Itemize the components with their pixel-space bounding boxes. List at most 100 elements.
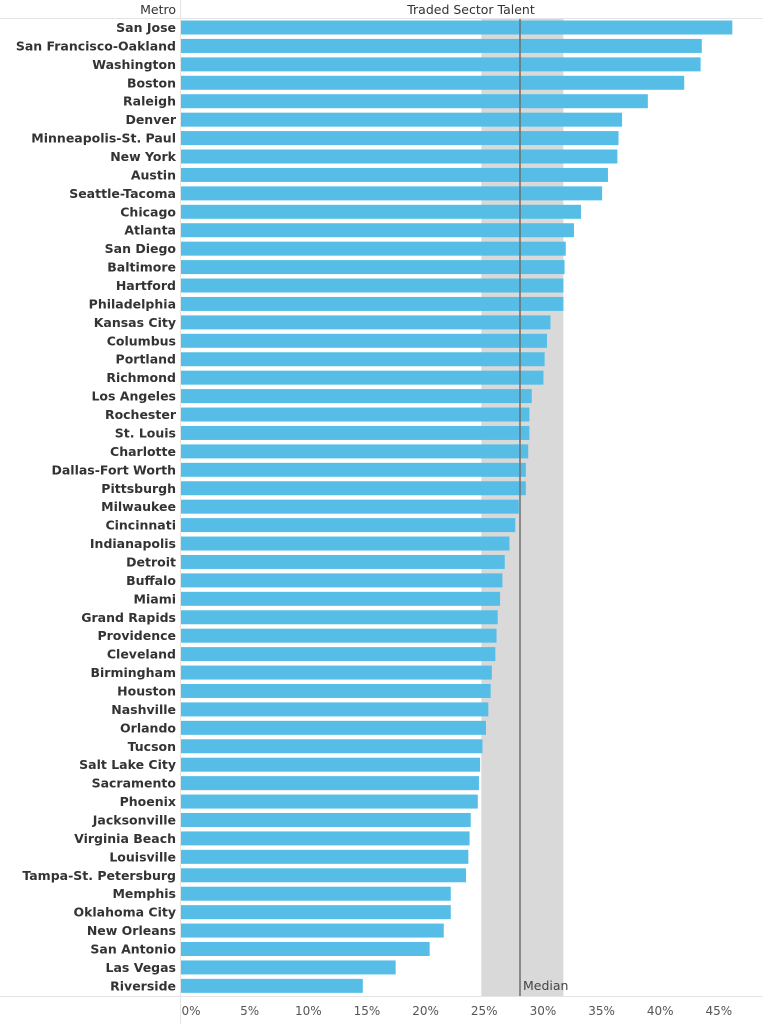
row-header-label: Metro <box>140 2 176 17</box>
x-tick-label: 0% <box>181 1004 200 1018</box>
category-label: Houston <box>117 683 176 698</box>
bar <box>181 647 496 662</box>
bar <box>181 812 471 827</box>
bar <box>181 462 526 477</box>
bar <box>181 131 619 146</box>
bar <box>181 665 492 680</box>
bar <box>181 333 547 348</box>
bar <box>181 20 733 35</box>
category-label-layer: San Jose San Francisco-Oakland Washington B… <box>16 20 177 993</box>
category-label: Louisville <box>109 849 176 864</box>
bar <box>181 776 479 791</box>
category-label: Las Vegas <box>106 960 176 975</box>
x-tick-label: 35% <box>588 1004 615 1018</box>
bar <box>181 499 519 514</box>
category-label: Chicago <box>120 204 176 219</box>
category-label: Tucson <box>128 739 176 754</box>
x-tick-label: 15% <box>354 1004 381 1018</box>
category-label: Milwaukee <box>101 499 176 514</box>
bar <box>181 352 545 367</box>
bar <box>181 720 486 735</box>
x-tick-label: 5% <box>240 1004 259 1018</box>
bar <box>181 757 481 772</box>
bar <box>181 831 470 846</box>
category-label: Grand Rapids <box>81 610 176 625</box>
x-tick-label: 40% <box>647 1004 674 1018</box>
bar <box>181 886 451 901</box>
category-label: St. Louis <box>115 425 176 440</box>
median-label: Median <box>523 978 568 993</box>
bar <box>181 739 483 754</box>
bar <box>181 75 685 90</box>
category-label: Pittsburgh <box>101 481 176 496</box>
category-label: Atlanta <box>124 223 176 238</box>
category-label: San Antonio <box>90 942 176 957</box>
category-label: Detroit <box>126 554 176 569</box>
bar <box>181 260 565 275</box>
bar <box>181 960 396 975</box>
bar <box>181 223 574 238</box>
category-label: Virginia Beach <box>74 831 176 846</box>
category-label: Columbus <box>107 333 176 348</box>
bar <box>181 518 516 533</box>
bar <box>181 407 530 422</box>
category-label: Memphis <box>112 886 176 901</box>
category-label: Hartford <box>116 278 176 293</box>
bar <box>181 370 544 385</box>
bar <box>181 610 498 625</box>
category-label: Providence <box>97 628 176 643</box>
x-tick-label: 30% <box>530 1004 557 1018</box>
category-label: Richmond <box>106 370 176 385</box>
category-label: Baltimore <box>107 260 176 275</box>
median-layer: Median <box>519 19 568 996</box>
category-label: New York <box>110 149 176 164</box>
category-label: Riverside <box>110 978 176 993</box>
bar <box>181 186 603 201</box>
category-label: Jacksonville <box>92 812 176 827</box>
category-label: Denver <box>125 112 176 127</box>
bar <box>181 702 489 717</box>
bar <box>181 149 618 164</box>
bar <box>181 628 497 643</box>
bar <box>181 94 648 109</box>
category-label: Boston <box>127 75 176 90</box>
measure-header-label: Traded Sector Talent <box>406 2 535 17</box>
category-label: Nashville <box>111 702 176 717</box>
bar <box>181 794 478 809</box>
bar <box>181 167 608 182</box>
category-label: Buffalo <box>126 573 176 588</box>
x-tick-label: 10% <box>295 1004 322 1018</box>
bar <box>181 315 551 330</box>
category-label: Rochester <box>105 407 177 422</box>
category-label: New Orleans <box>87 923 176 938</box>
bar <box>181 978 363 993</box>
bar <box>181 278 564 293</box>
category-label: Washington <box>92 57 176 72</box>
bar <box>181 905 451 920</box>
bar <box>181 481 526 496</box>
bar <box>181 444 529 459</box>
x-tick-label: 45% <box>706 1004 733 1018</box>
category-label: Salt Lake City <box>79 757 176 772</box>
category-label: Portland <box>116 352 176 367</box>
category-label: Sacramento <box>92 776 177 791</box>
category-label: San Diego <box>105 241 177 256</box>
category-label: Los Angeles <box>91 389 176 404</box>
bar <box>181 241 566 256</box>
bar <box>181 204 581 219</box>
bar <box>181 57 701 72</box>
category-label: Minneapolis-St. Paul <box>31 131 176 146</box>
category-label: San Francisco-Oakland <box>16 38 176 53</box>
category-label: Cincinnati <box>105 518 176 533</box>
bar <box>181 591 501 606</box>
bar <box>181 573 503 588</box>
bar <box>181 536 510 551</box>
bar <box>181 923 444 938</box>
bar <box>181 554 505 569</box>
category-label: Indianapolis <box>90 536 176 551</box>
bar <box>181 389 532 404</box>
category-label: San Jose <box>116 20 176 35</box>
bar <box>181 38 702 53</box>
bar <box>181 112 623 127</box>
